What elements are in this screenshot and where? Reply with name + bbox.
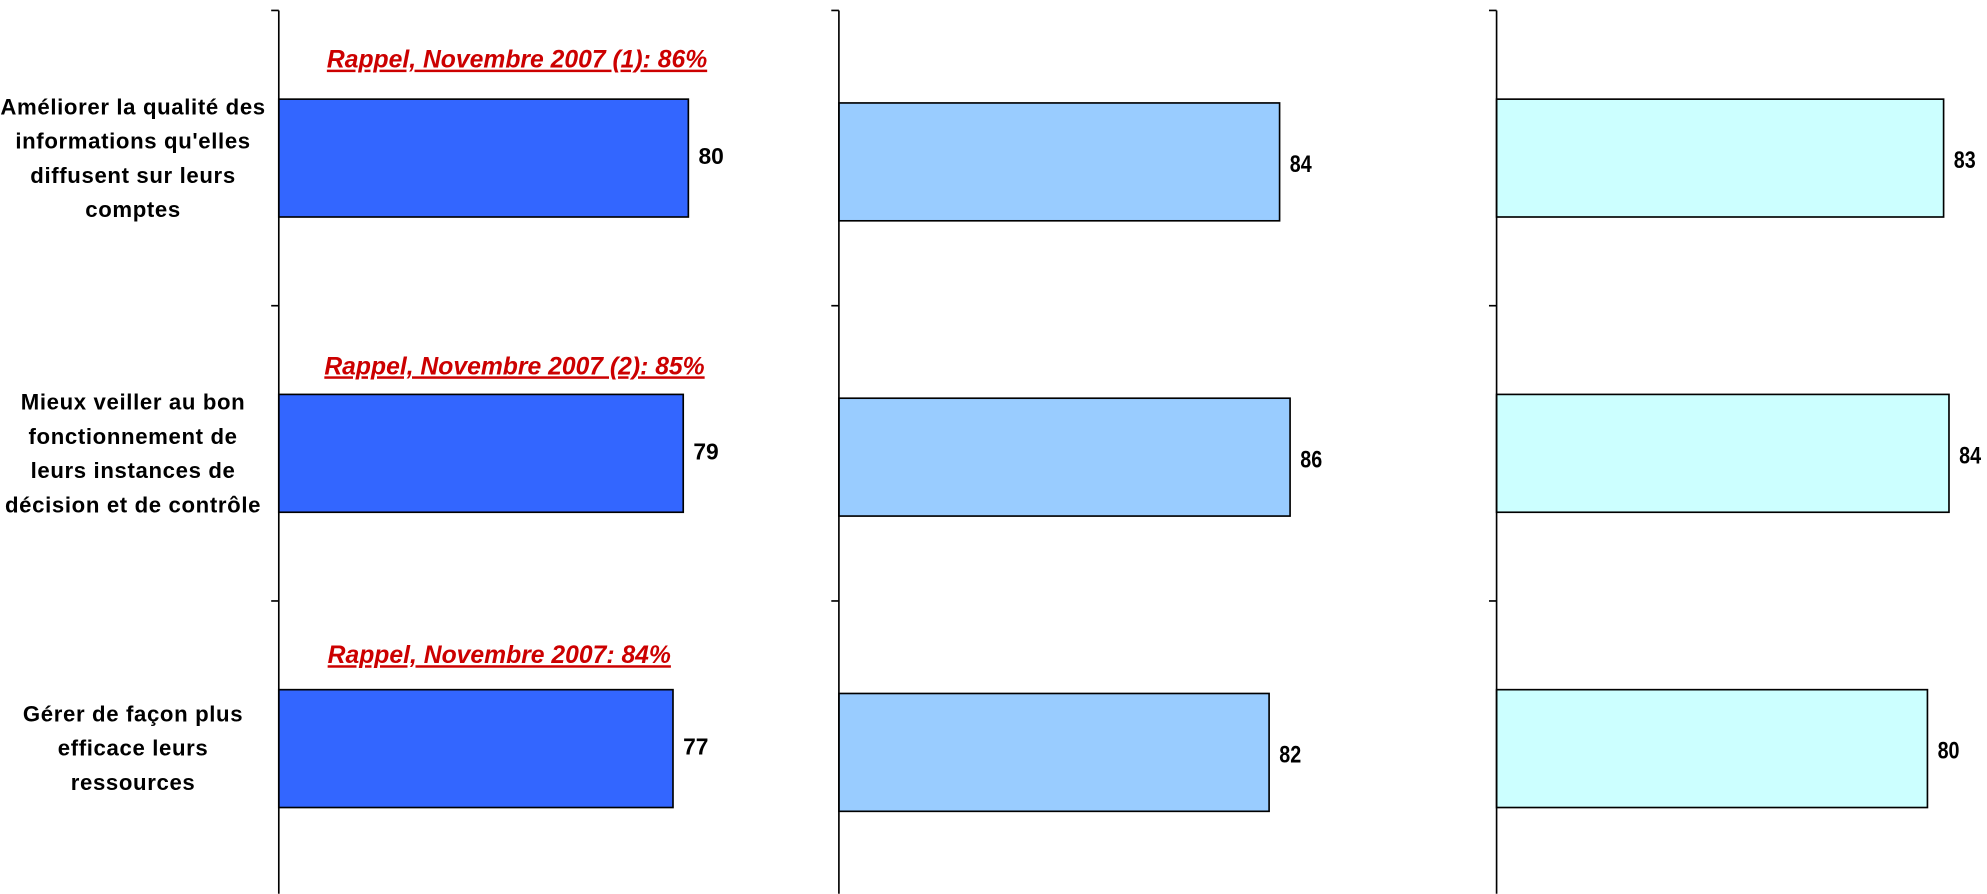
category-label-box: Gérer de façon plus efficace leurs resso… bbox=[22, 701, 244, 795]
bar bbox=[838, 102, 1281, 222]
category-label: Mieux veiller au bon fonctionnement de l… bbox=[4, 388, 262, 517]
category-label: Gérer de façon plus efficace leurs resso… bbox=[22, 701, 244, 795]
value-label: 86 bbox=[1300, 445, 1322, 472]
bar bbox=[1495, 393, 1950, 514]
bar bbox=[838, 692, 1270, 813]
value-label: 79 bbox=[693, 438, 718, 464]
bar bbox=[1495, 688, 1929, 809]
category-label-box: Mieux veiller au bon fonctionnement de l… bbox=[4, 388, 262, 517]
value-label: 84 bbox=[1290, 150, 1313, 177]
bar bbox=[1495, 98, 1945, 218]
bar bbox=[277, 98, 690, 218]
annotation: Rappel, Novembre 2007 (2): 85% bbox=[324, 353, 704, 380]
value-label: 82 bbox=[1279, 741, 1301, 768]
category-label-box: Améliorer la qualité des informations qu… bbox=[0, 93, 266, 222]
bar bbox=[277, 393, 685, 514]
annotation: Rappel, Novembre 2007: 84% bbox=[328, 642, 671, 669]
annotation: Rappel, Novembre 2007 (1): 86% bbox=[327, 47, 707, 74]
value-label: 83 bbox=[1954, 146, 1976, 173]
value-label: 84 bbox=[1959, 442, 1982, 469]
bar bbox=[838, 397, 1291, 517]
bar bbox=[277, 688, 674, 809]
value-label: 80 bbox=[698, 143, 723, 169]
value-label: 80 bbox=[1938, 737, 1960, 764]
category-label: Améliorer la qualité des informations qu… bbox=[0, 93, 266, 222]
value-label: 77 bbox=[683, 734, 708, 760]
